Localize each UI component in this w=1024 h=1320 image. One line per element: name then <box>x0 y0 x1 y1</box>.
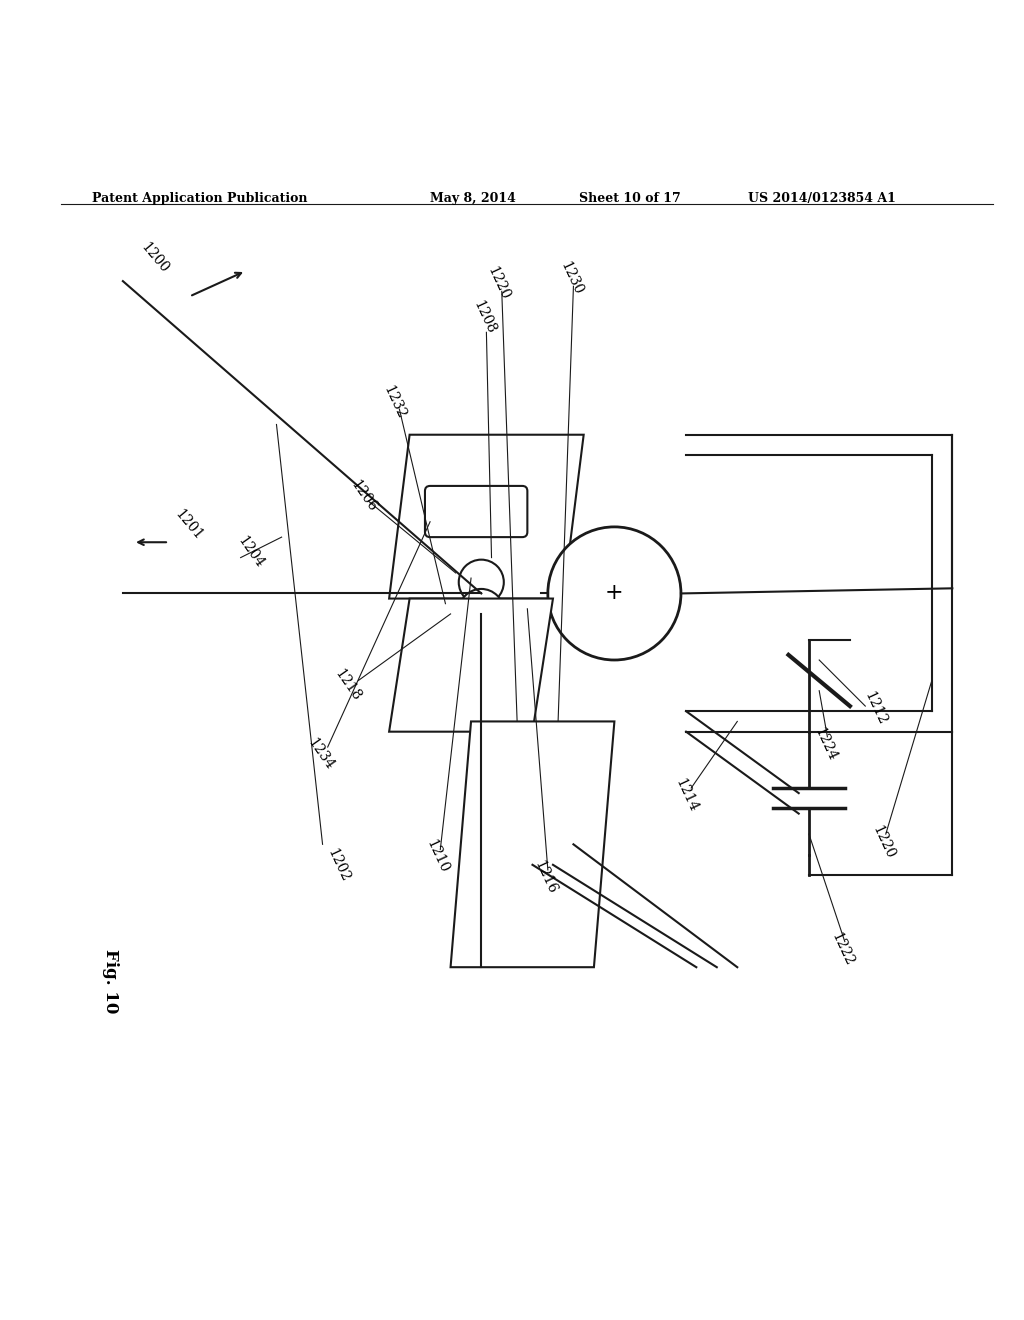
Text: 1232: 1232 <box>381 383 408 421</box>
Text: Patent Application Publication: Patent Application Publication <box>92 191 307 205</box>
Text: 1218: 1218 <box>333 667 364 704</box>
Polygon shape <box>451 722 614 968</box>
Text: 1224: 1224 <box>812 725 839 763</box>
Text: May 8, 2014: May 8, 2014 <box>430 191 516 205</box>
Polygon shape <box>389 598 553 731</box>
Text: 1220: 1220 <box>485 264 512 302</box>
Text: 1234: 1234 <box>305 735 336 772</box>
FancyBboxPatch shape <box>425 486 527 537</box>
Text: Sheet 10 of 17: Sheet 10 of 17 <box>579 191 680 205</box>
Text: 1216: 1216 <box>532 858 559 896</box>
Text: 1222: 1222 <box>829 929 856 968</box>
Text: +: + <box>605 582 624 605</box>
Circle shape <box>548 527 681 660</box>
Text: 1202: 1202 <box>325 846 351 883</box>
Text: 1212: 1212 <box>862 689 889 727</box>
Text: 1201: 1201 <box>172 507 206 544</box>
Text: 1230: 1230 <box>558 259 585 297</box>
Text: 1214: 1214 <box>673 776 699 814</box>
Text: 1220: 1220 <box>870 824 897 861</box>
Text: 1200: 1200 <box>138 240 172 276</box>
Text: 1204: 1204 <box>236 535 266 572</box>
Text: 1210: 1210 <box>424 838 451 875</box>
Circle shape <box>459 589 504 634</box>
Text: 1208: 1208 <box>471 298 498 335</box>
Text: 1206: 1206 <box>348 478 379 515</box>
Circle shape <box>459 560 504 605</box>
Polygon shape <box>389 434 584 598</box>
Text: Fig. 10: Fig. 10 <box>102 949 120 1014</box>
Text: US 2014/0123854 A1: US 2014/0123854 A1 <box>748 191 895 205</box>
